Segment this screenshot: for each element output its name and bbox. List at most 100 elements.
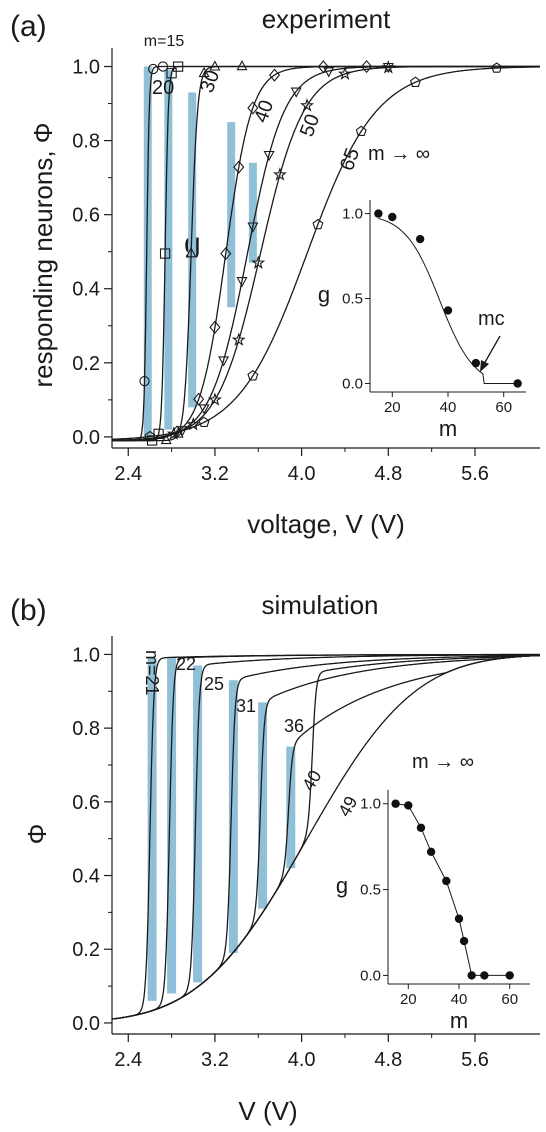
panel-a-curve-2 — [112, 65, 540, 442]
panel-b-curve-3 — [111, 654, 540, 1020]
panel-a-inset-point-3 — [443, 306, 453, 315]
panel-a-marker-2-3 — [198, 66, 210, 78]
panel-a-marker-5-7 — [337, 66, 352, 81]
panel-a-curve-4 — [111, 65, 540, 442]
panel-a-marker-3-6 — [268, 68, 281, 82]
panel-b-curve-label-4: 36 — [284, 716, 304, 736]
panel-a-curve-6 — [112, 66, 540, 440]
panel-b-gap-bar-4 — [258, 702, 268, 909]
panel-a-curve-label-6: m → ∞ — [368, 143, 430, 165]
panel-b-curve-0 — [111, 653, 540, 1020]
panel-a-marker-2-4 — [209, 60, 221, 71]
panel-a-marker-3-1 — [193, 392, 205, 406]
panel-a-gap-bar-1 — [164, 70, 173, 430]
panel-a-inset-y-tick-label-1: 0.5 — [342, 291, 363, 308]
panel-b-curve-label-2: 25 — [204, 674, 224, 694]
panel-b-curve-5 — [111, 654, 540, 1020]
panel-a-y-tick-label-0: 0.0 — [72, 427, 100, 449]
panel-a-x-tick-label-4: 5.6 — [461, 463, 489, 485]
panel-b-inset-point-1 — [404, 801, 413, 810]
panel-b-x-tick-label-3: 4.8 — [374, 1049, 402, 1071]
panel-a-marker-2-5 — [236, 60, 248, 71]
panel-a-curve-1 — [112, 65, 540, 442]
panel-a-marker-1-2 — [159, 248, 171, 259]
panel-b-curve-1 — [111, 653, 540, 1020]
panel-b-inset-point-2 — [416, 823, 426, 832]
panel-b-y-tick-label-0: 0.0 — [72, 1013, 100, 1035]
panel-b-plot: 2.4 3.2 4.0 4.8 5.6 0.0 0.2 0.4 0.6 0.8 1.0 m=21 22 2… — [72, 636, 541, 1071]
panel-a-marker-6-2 — [247, 370, 259, 381]
panel-a-inset-arrow — [483, 335, 501, 365]
panel-b-inset-xlabel: m — [450, 1008, 468, 1033]
panel-a-x-tick-label-1: 3.2 — [201, 463, 229, 485]
panel-a-gap-bar-4 — [248, 162, 257, 263]
panel-b-inset-point-9 — [505, 971, 514, 980]
panel-a-curve-0 — [112, 65, 540, 442]
panel-b-y-tick-label-1: 0.2 — [72, 939, 100, 961]
panel-b-inset-point-6 — [459, 936, 469, 946]
panel-a-marker-6-5 — [409, 76, 421, 87]
panel-a-inset-x-tick-label-2: 60 — [495, 399, 512, 416]
panel-b-inset-ylabel: g — [336, 873, 348, 898]
panel-a-marker-5-8 — [381, 60, 396, 74]
panel-b-curve-label-0: m=21 — [142, 650, 162, 696]
panel-a-marker-4-7 — [323, 67, 335, 78]
panel-a-marker-4-4 — [247, 222, 259, 233]
panel-b-label: (b) — [10, 594, 47, 627]
panel-a-x-tick-label-3: 4.8 — [374, 463, 402, 485]
panel-a-y-tick-label-2: 0.4 — [72, 279, 100, 301]
panel-a-y-tick-label-4: 0.8 — [72, 131, 100, 153]
panel-a-label: (a) — [10, 10, 47, 43]
panel-a-x-tick-label-0: 2.4 — [114, 463, 142, 485]
panel-b-ylabel: Φ — [22, 824, 52, 845]
panel-a-marker-0-1 — [148, 63, 159, 75]
panel-a-marker-5-5 — [272, 167, 287, 181]
panel-a-inset-point-5 — [513, 379, 522, 388]
panel-a-title: experiment — [262, 4, 391, 34]
panel-a-marker-1-3 — [166, 68, 177, 79]
panel-a-inset-point-1 — [388, 212, 397, 222]
panel-a-marker-5-2 — [207, 392, 222, 406]
panel-a-marker-3-3 — [220, 246, 232, 261]
panel-a-inset-point-0 — [374, 209, 383, 218]
panel-b-x-tick-label-0: 2.4 — [114, 1049, 142, 1071]
panel-b-curve-label-3: 31 — [236, 696, 256, 716]
panel-a-y-tick-label-5: 1.0 — [72, 57, 100, 79]
panel-a-inset-xlabel: m — [439, 416, 457, 441]
panel-a-curve-label-4: 50 — [296, 111, 324, 139]
panel-a-marker-4-5 — [263, 150, 275, 162]
panel-b-curve-4 — [111, 654, 540, 1020]
panel-b-inset-point-0 — [391, 799, 400, 808]
panel-b-inset-point-8 — [480, 971, 489, 980]
panel-a-marker-6-0 — [144, 430, 156, 442]
panel-b-inset-point-4 — [442, 876, 451, 886]
panel-b-xlabel: V (V) — [238, 1096, 297, 1126]
panel-b-gap-bar-2 — [193, 665, 203, 983]
panel-a-marker-1-4 — [172, 61, 184, 72]
panel-a-curve-label-0: m=15 — [144, 33, 185, 50]
panel-b-curve-label-5: 40 — [298, 767, 325, 794]
panel-b-inset-x-tick-label-1: 40 — [451, 991, 468, 1008]
panel-b-inset-x-tick-label-0: 20 — [400, 991, 417, 1008]
panel-b-gap-bar-1 — [167, 658, 177, 994]
panel-a-marker-4-2 — [218, 356, 230, 367]
panel-a-marker-2-0 — [160, 433, 172, 445]
panel-a-ylabel: responding neurons, Φ — [28, 122, 58, 387]
panel-a-marker-4-6 — [290, 87, 302, 98]
panel-a-marker-5-6 — [300, 98, 315, 112]
panel-a-marker-3-4 — [233, 160, 245, 174]
panel-a-x-tick-label-2: 4.0 — [288, 463, 316, 485]
panel-a-marker-2-2 — [185, 247, 197, 258]
panel-a-curve-3 — [112, 65, 540, 442]
panel-a-xlabel: voltage, V (V) — [247, 509, 405, 539]
panel-a-marker-6-3 — [312, 218, 324, 230]
panel-b-curve-7 — [111, 654, 540, 1020]
panel-b-gap-bar-5 — [286, 746, 296, 869]
panel-a-marker-6-6 — [491, 62, 503, 73]
panel-b-inset-point-7 — [467, 971, 476, 980]
panel-a-inset-y-tick-label-0: 0.0 — [342, 376, 363, 393]
panel-b-x-tick-label-2: 4.0 — [288, 1049, 316, 1071]
panel-b-y-tick-label-2: 0.4 — [72, 866, 100, 888]
panel-a-marker-4-1 — [198, 404, 210, 415]
